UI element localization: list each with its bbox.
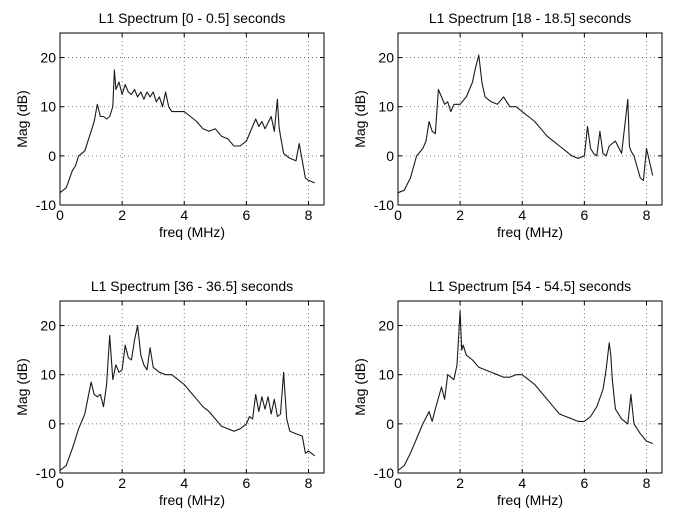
plot-area [60, 301, 324, 473]
x-tick-label: 2 [456, 207, 464, 223]
x-axis-label: freq (MHz) [497, 492, 563, 508]
x-tick-label: 6 [580, 207, 588, 223]
y-tick-label: 0 [386, 416, 394, 432]
x-tick-label: 8 [305, 475, 313, 491]
y-tick-label: 10 [40, 367, 56, 383]
spectrum-line [59, 325, 316, 471]
spectrum-line [59, 69, 315, 194]
spectrum-line [397, 310, 653, 471]
x-tick-label: 4 [180, 475, 188, 491]
chart-title: L1 Spectrum [54 - 54.5] seconds [429, 278, 631, 294]
axes-frame [397, 32, 663, 206]
axes-frame [59, 300, 325, 474]
y-tick-label: 10 [378, 367, 394, 383]
y-tick-label: 20 [378, 50, 394, 66]
plot-area [398, 33, 662, 205]
x-tick-label: 6 [242, 207, 250, 223]
x-tick-label: 6 [580, 475, 588, 491]
y-axis-label: Mag (dB) [14, 90, 30, 148]
x-tick-label: 0 [394, 207, 402, 223]
y-axis-label: Mag (dB) [352, 358, 368, 416]
x-tick-label: 8 [643, 207, 651, 223]
y-tick-label: -10 [36, 197, 56, 213]
x-tick-label: 0 [394, 475, 402, 491]
chart-title: L1 Spectrum [36 - 36.5] seconds [91, 278, 293, 294]
y-tick-label: 10 [378, 99, 394, 115]
x-tick-label: 4 [180, 207, 188, 223]
y-tick-label: 20 [40, 50, 56, 66]
x-tick-label: 8 [305, 207, 313, 223]
x-tick-label: 2 [118, 207, 126, 223]
x-tick-label: 2 [118, 475, 126, 491]
y-tick-label: 20 [378, 318, 394, 334]
y-tick-label: -10 [36, 465, 56, 481]
chart-title: L1 Spectrum [18 - 18.5] seconds [429, 10, 631, 26]
x-axis-label: freq (MHz) [159, 224, 225, 240]
plot-area [398, 301, 662, 473]
x-axis-label: freq (MHz) [497, 224, 563, 240]
x-tick-label: 0 [56, 207, 64, 223]
x-tick-label: 8 [643, 475, 651, 491]
x-tick-label: 2 [456, 475, 464, 491]
axes-frame [59, 32, 325, 206]
y-tick-label: 0 [48, 416, 56, 432]
x-tick-label: 4 [518, 207, 526, 223]
spectrum-line [397, 54, 654, 194]
y-axis-label: Mag (dB) [14, 358, 30, 416]
y-tick-label: 0 [48, 148, 56, 164]
chart-title: L1 Spectrum [0 - 0.5] seconds [99, 10, 286, 26]
axes-frame [397, 300, 663, 474]
y-tick-label: -10 [374, 465, 394, 481]
y-tick-label: -10 [374, 197, 394, 213]
x-axis-label: freq (MHz) [159, 492, 225, 508]
x-tick-label: 6 [242, 475, 250, 491]
y-axis-label: Mag (dB) [352, 90, 368, 148]
y-tick-label: 0 [386, 148, 394, 164]
x-tick-label: 0 [56, 475, 64, 491]
x-tick-label: 4 [518, 475, 526, 491]
y-tick-label: 20 [40, 318, 56, 334]
y-tick-label: 10 [40, 99, 56, 115]
plot-area [60, 33, 324, 205]
